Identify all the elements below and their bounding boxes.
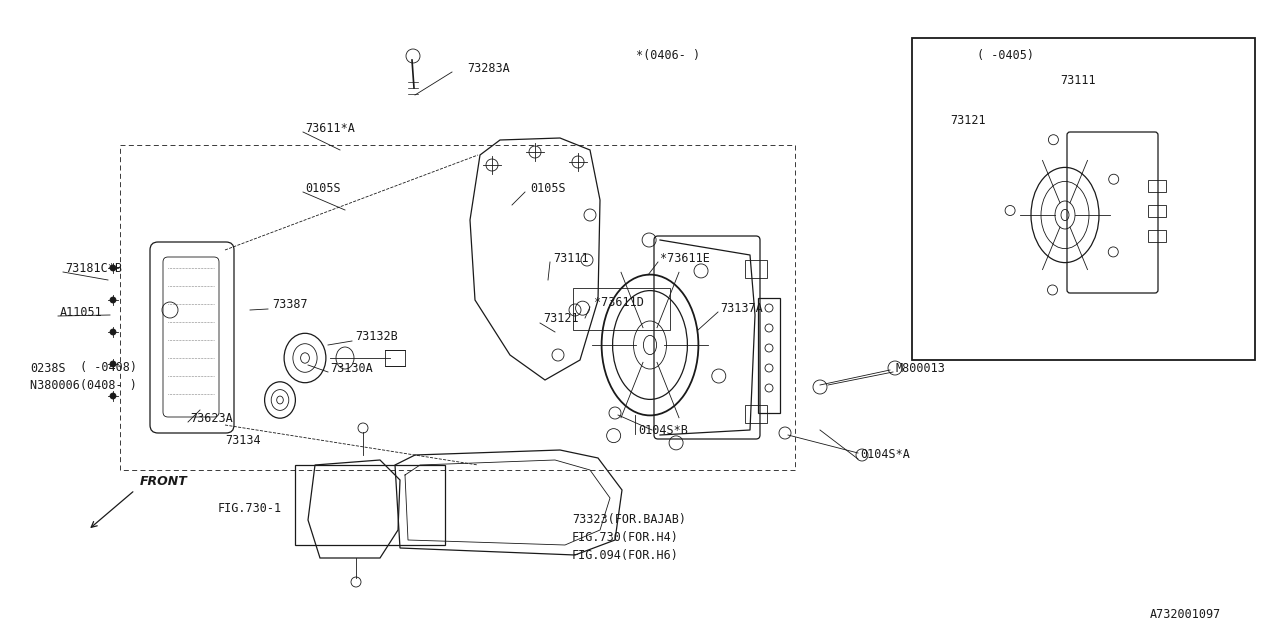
Text: 0238S: 0238S: [29, 362, 65, 374]
Bar: [120, 145, 795, 470]
Text: 73132B: 73132B: [355, 330, 398, 344]
Bar: [758, 298, 780, 413]
Text: 73121: 73121: [543, 312, 579, 326]
Text: FIG.730(FOR.H4): FIG.730(FOR.H4): [572, 531, 678, 545]
Text: FIG.094(FOR.H6): FIG.094(FOR.H6): [572, 550, 678, 563]
Circle shape: [110, 361, 116, 367]
Text: *73611E: *73611E: [660, 252, 710, 264]
Text: FRONT: FRONT: [140, 475, 188, 488]
Text: 0104S*B: 0104S*B: [637, 424, 687, 436]
Text: 0104S*A: 0104S*A: [860, 449, 910, 461]
Text: M800013: M800013: [895, 362, 945, 374]
Text: 73181C*B: 73181C*B: [65, 262, 122, 275]
Circle shape: [110, 393, 116, 399]
Bar: [294, 465, 445, 545]
Circle shape: [110, 297, 116, 303]
Bar: [1148, 180, 1166, 192]
Text: A11051: A11051: [60, 305, 102, 319]
Bar: [573, 288, 669, 330]
Text: *(0406- ): *(0406- ): [636, 49, 700, 61]
Bar: [1148, 230, 1166, 242]
Bar: [1148, 205, 1166, 217]
Text: N380006(0408- ): N380006(0408- ): [29, 378, 137, 392]
Text: A732001097: A732001097: [1149, 607, 1221, 621]
Text: 73611*A: 73611*A: [305, 122, 355, 134]
Text: 73121: 73121: [950, 113, 986, 127]
Bar: [385, 350, 404, 366]
Text: 73137A: 73137A: [719, 301, 763, 314]
Text: 73323(FOR.BAJAB): 73323(FOR.BAJAB): [572, 513, 686, 527]
Text: 73111: 73111: [553, 252, 589, 264]
Text: ( -0408): ( -0408): [79, 362, 137, 374]
Circle shape: [110, 329, 116, 335]
Text: 73134: 73134: [225, 433, 261, 447]
Text: 73623A: 73623A: [189, 412, 233, 424]
Text: 73387: 73387: [273, 298, 307, 312]
Text: ( -0405): ( -0405): [977, 49, 1034, 61]
Text: 73283A: 73283A: [467, 61, 509, 74]
Text: FIG.730-1: FIG.730-1: [218, 502, 282, 515]
Text: 0105S: 0105S: [305, 182, 340, 195]
Text: 73111: 73111: [1060, 74, 1096, 86]
Text: *73611D: *73611D: [594, 296, 644, 310]
Bar: [911, 38, 1254, 360]
Text: 0105S: 0105S: [530, 182, 566, 195]
Circle shape: [110, 265, 116, 271]
Bar: [745, 405, 767, 423]
Text: 73130A: 73130A: [330, 362, 372, 374]
Bar: [745, 260, 767, 278]
